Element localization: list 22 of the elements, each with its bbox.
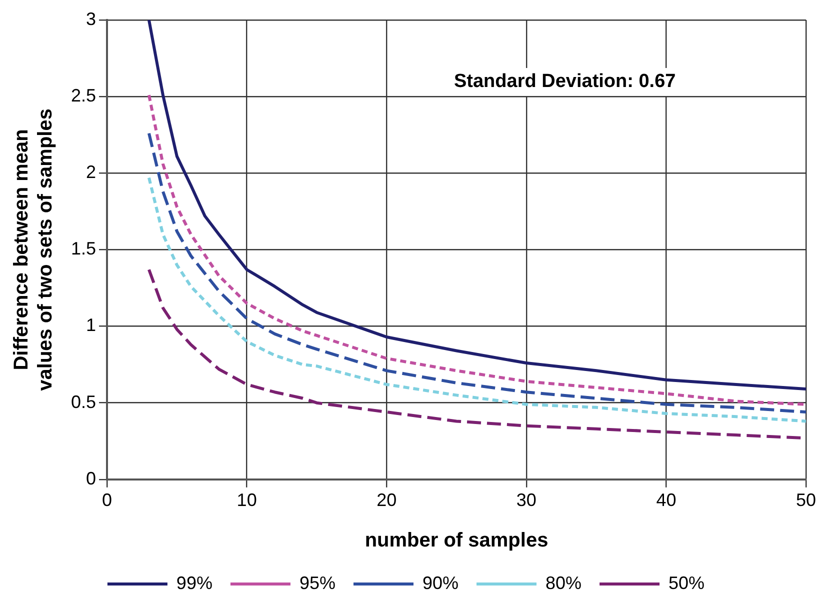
x-tick-label: 30 <box>516 490 536 510</box>
x-axis-title: number of samples <box>364 530 548 552</box>
x-tick-label: 10 <box>236 490 257 510</box>
y-tick-label: 1 <box>86 315 96 336</box>
legend-label: 95% <box>299 572 336 593</box>
x-tick-label: 0 <box>102 490 112 510</box>
legend-label: 80% <box>546 572 582 593</box>
legend-label: 50% <box>668 572 705 593</box>
y-tick-label: 1.5 <box>70 238 96 259</box>
y-axis-title: Difference between mean values of two sets of samples <box>10 108 57 391</box>
legend-label: 99% <box>176 572 212 593</box>
y-tick-label: 0 <box>86 468 96 488</box>
y-tick-label: 2 <box>86 162 96 182</box>
legend-label: 90% <box>422 572 459 593</box>
annotation: Standard Deviation: 0.67 <box>454 71 676 92</box>
x-tick-label: 40 <box>656 490 676 510</box>
x-tick-label: 50 <box>796 490 816 510</box>
y-tick-label: 2.5 <box>70 86 96 106</box>
line-series <box>147 176 806 423</box>
y-tick-label: 3 <box>86 8 96 29</box>
y-tick-label: 0.5 <box>70 392 96 412</box>
x-tick-label: 20 <box>376 490 397 510</box>
